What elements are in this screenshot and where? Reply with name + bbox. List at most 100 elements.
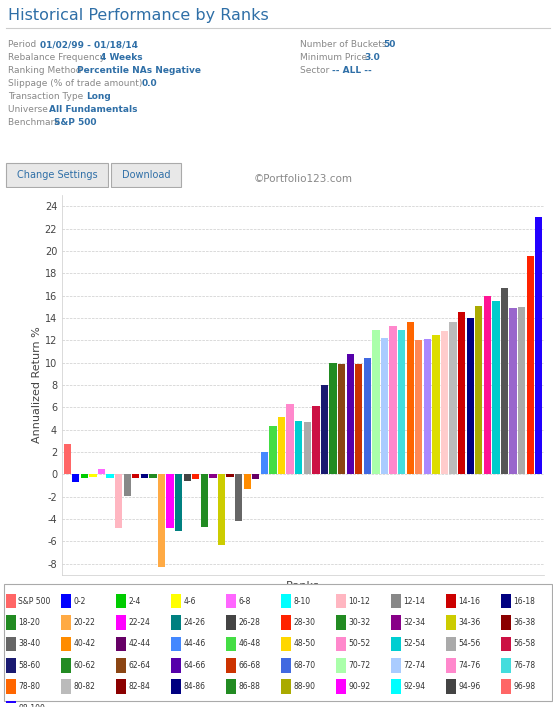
Bar xyxy=(61,594,71,609)
Bar xyxy=(115,474,122,528)
Text: 22-24: 22-24 xyxy=(128,618,150,627)
Text: S&P 500: S&P 500 xyxy=(54,118,97,127)
Bar xyxy=(149,474,157,478)
Bar xyxy=(446,594,456,609)
Bar xyxy=(116,679,126,694)
Text: 0-2: 0-2 xyxy=(73,597,86,606)
Bar xyxy=(295,421,302,474)
Bar xyxy=(171,679,181,694)
Text: 94-96: 94-96 xyxy=(459,682,481,691)
Bar xyxy=(72,474,80,482)
Text: 50-52: 50-52 xyxy=(349,639,371,648)
Bar xyxy=(269,426,277,474)
X-axis label: Ranks: Ranks xyxy=(286,580,320,590)
Bar xyxy=(61,615,71,630)
Text: 80-82: 80-82 xyxy=(73,682,95,691)
Text: 16-18: 16-18 xyxy=(514,597,535,606)
Text: 34-36: 34-36 xyxy=(459,618,481,627)
Bar xyxy=(364,358,371,474)
Bar xyxy=(381,338,388,474)
Text: 62-64: 62-64 xyxy=(128,661,151,670)
Text: 48-50: 48-50 xyxy=(294,639,316,648)
Bar xyxy=(116,658,126,672)
Bar xyxy=(446,679,456,694)
Text: 74-76: 74-76 xyxy=(459,661,481,670)
Text: Change Settings: Change Settings xyxy=(17,170,97,180)
Text: Slippage (% of trade amount): Slippage (% of trade amount) xyxy=(8,79,145,88)
Bar xyxy=(389,326,396,474)
Bar xyxy=(98,469,105,474)
Bar xyxy=(281,615,291,630)
Text: 4 Weeks: 4 Weeks xyxy=(100,53,143,62)
Text: 52-54: 52-54 xyxy=(404,639,426,648)
Text: 2-4: 2-4 xyxy=(128,597,141,606)
Bar xyxy=(175,474,182,532)
Bar xyxy=(458,312,465,474)
Bar xyxy=(6,615,16,630)
Bar xyxy=(518,307,525,474)
Text: Transaction Type: Transaction Type xyxy=(8,92,86,101)
Text: 54-56: 54-56 xyxy=(459,639,481,648)
Text: 01/02/99 - 01/18/14: 01/02/99 - 01/18/14 xyxy=(40,40,138,49)
Text: 58-60: 58-60 xyxy=(18,661,41,670)
Text: 72-74: 72-74 xyxy=(404,661,426,670)
Bar xyxy=(278,417,285,474)
Text: 30-32: 30-32 xyxy=(349,618,371,627)
Bar xyxy=(466,318,474,474)
Bar xyxy=(391,594,401,609)
Bar xyxy=(446,637,456,651)
Bar xyxy=(535,217,543,474)
Bar xyxy=(415,340,423,474)
Text: Rebalance Frequency: Rebalance Frequency xyxy=(8,53,108,62)
Bar xyxy=(61,658,71,672)
Text: 92-94: 92-94 xyxy=(404,682,426,691)
Bar xyxy=(502,637,512,651)
Bar xyxy=(355,364,363,474)
Bar xyxy=(336,637,346,651)
Bar xyxy=(329,363,337,474)
Text: 44-46: 44-46 xyxy=(183,639,206,648)
Text: 46-48: 46-48 xyxy=(239,639,261,648)
Bar xyxy=(501,288,508,474)
Bar xyxy=(406,322,414,474)
Bar xyxy=(424,339,431,474)
Text: Sector: Sector xyxy=(300,66,332,75)
Text: Ranking Method: Ranking Method xyxy=(8,66,85,75)
Bar xyxy=(183,474,191,481)
Text: 6-8: 6-8 xyxy=(239,597,251,606)
Bar xyxy=(171,615,181,630)
Text: 4-6: 4-6 xyxy=(183,597,196,606)
Bar xyxy=(502,679,512,694)
Bar xyxy=(484,296,491,474)
Text: Percentile NAs Negative: Percentile NAs Negative xyxy=(77,66,201,75)
Text: 18-20: 18-20 xyxy=(18,618,40,627)
Bar xyxy=(475,305,483,474)
Text: Benchmark: Benchmark xyxy=(8,118,62,127)
Text: 40-42: 40-42 xyxy=(73,639,96,648)
Text: 32-34: 32-34 xyxy=(404,618,426,627)
Bar xyxy=(502,615,512,630)
Text: 38-40: 38-40 xyxy=(18,639,41,648)
Text: 0.0: 0.0 xyxy=(141,79,157,88)
Bar xyxy=(226,679,236,694)
Bar xyxy=(171,658,181,672)
Text: 98-100: 98-100 xyxy=(18,703,45,707)
Bar xyxy=(158,474,165,567)
Bar xyxy=(123,474,131,496)
Text: 50: 50 xyxy=(383,40,395,49)
Text: 26-28: 26-28 xyxy=(239,618,260,627)
Text: 84-86: 84-86 xyxy=(183,682,205,691)
Bar xyxy=(209,474,217,478)
Bar xyxy=(201,474,208,527)
Text: 82-84: 82-84 xyxy=(128,682,150,691)
Bar xyxy=(446,658,456,672)
Bar xyxy=(398,330,405,474)
Bar xyxy=(312,407,320,474)
Text: All Fundamentals: All Fundamentals xyxy=(49,105,138,114)
Bar xyxy=(63,444,71,474)
Bar xyxy=(116,637,126,651)
Bar xyxy=(218,474,225,545)
Bar xyxy=(244,474,251,489)
Text: 90-92: 90-92 xyxy=(349,682,371,691)
Bar xyxy=(192,474,200,479)
